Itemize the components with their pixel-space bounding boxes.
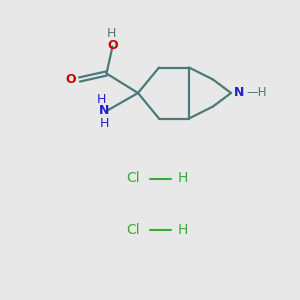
- Text: Cl: Cl: [127, 172, 140, 185]
- Text: H: H: [96, 93, 106, 106]
- Text: —H: —H: [247, 86, 267, 100]
- Text: H: H: [178, 172, 188, 185]
- Text: N: N: [233, 86, 244, 100]
- Text: H: H: [106, 26, 116, 40]
- Text: N: N: [99, 104, 109, 118]
- Text: O: O: [65, 73, 76, 86]
- Text: Cl: Cl: [127, 223, 140, 236]
- Text: H: H: [99, 117, 109, 130]
- Text: O: O: [107, 39, 118, 52]
- Text: H: H: [178, 223, 188, 236]
